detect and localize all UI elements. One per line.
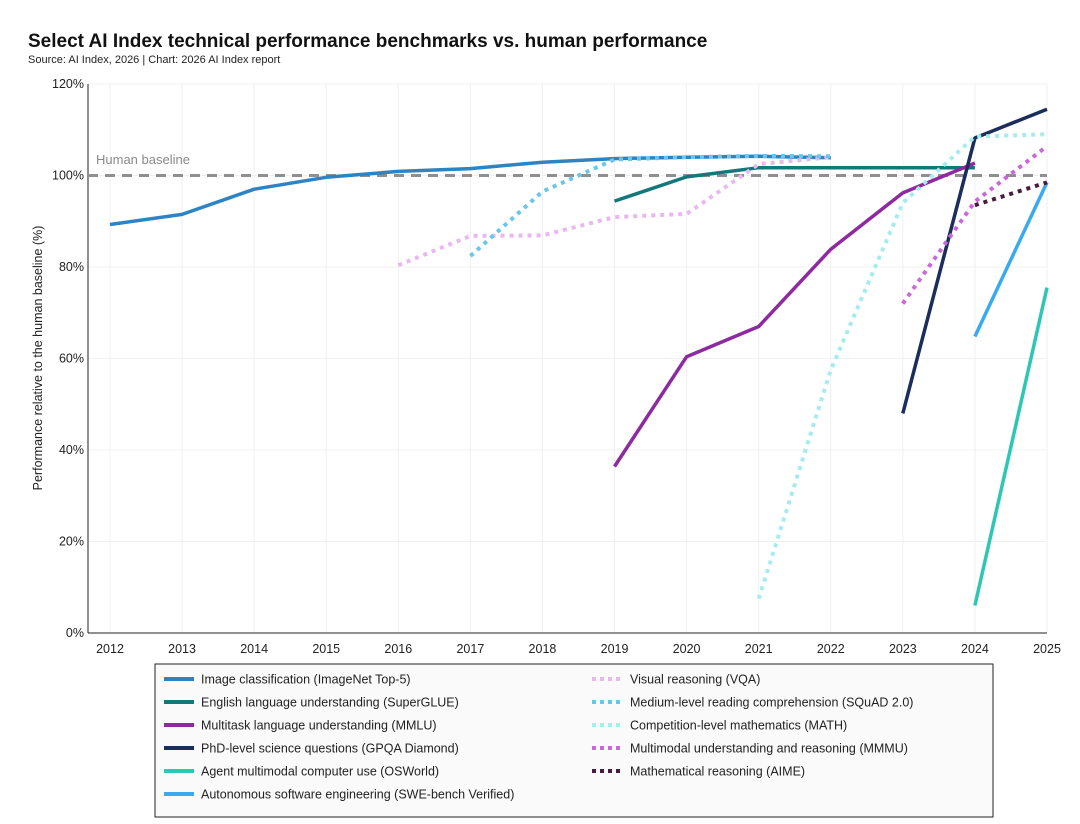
series-line: [973, 287, 1049, 606]
x-tick-label: 2023: [889, 642, 917, 656]
legend-label: Autonomous software engineering (SWE-ben…: [201, 788, 514, 802]
x-tick-label: 2015: [312, 642, 340, 656]
legend-label: Mathematical reasoning (AIME): [630, 765, 805, 779]
y-tick-label: 40%: [59, 443, 84, 457]
y-tick-label: 100%: [52, 169, 84, 183]
y-axis: 0% 20% 40% 60% 80% 100% 120%: [52, 77, 89, 640]
chart-title: Select AI Index technical performance be…: [28, 31, 707, 52]
x-tick-label: 2017: [456, 642, 484, 656]
x-tick-label: 2018: [529, 642, 557, 656]
x-tick-label: 2021: [745, 642, 773, 656]
human-baseline: Human baseline: [88, 152, 1047, 177]
y-tick-label: 120%: [52, 77, 84, 91]
x-axis: 2012 2013 2014 2015 2016 2017 2018 2019 2020 2021…: [88, 632, 1061, 656]
legend-label: Image classification (ImageNet Top-5): [201, 673, 411, 687]
series-line: [613, 165, 975, 203]
y-tick-label: 80%: [59, 260, 84, 274]
y-tick-label: 60%: [59, 352, 84, 366]
series-lines: [109, 107, 1049, 606]
legend-label: Multimodal understanding and reasoning (…: [630, 742, 908, 756]
x-tick-label: 2014: [240, 642, 268, 656]
legend-label: Medium-level reading comprehension (SQuA…: [630, 696, 913, 710]
series-line: [469, 153, 831, 258]
x-tick-label: 2024: [961, 642, 989, 656]
legend: Image classification (ImageNet Top-5) Eng…: [154, 663, 994, 818]
legend-box: [154, 663, 994, 818]
legend-label: PhD-level science questions (GPQA Diamon…: [201, 742, 459, 756]
legend-label: Competition-level mathematics (MATH): [630, 719, 847, 733]
legend-label: Multitask language understanding (MMLU): [201, 719, 437, 733]
series-line: [613, 161, 976, 468]
legend-label: English language understanding (SuperGLU…: [201, 696, 459, 710]
x-tick-label: 2012: [96, 642, 124, 656]
series-line: [756, 132, 1048, 600]
x-tick-label: 2013: [168, 642, 196, 656]
human-baseline-label: Human baseline: [96, 152, 190, 167]
chart-subtitle: Source: AI Index, 2026 | Chart: 2026 AI …: [28, 54, 280, 66]
x-tick-label: 2025: [1033, 642, 1061, 656]
y-tick-label: 20%: [59, 535, 84, 549]
legend-label: Visual reasoning (VQA): [630, 673, 760, 687]
x-tick-label: 2020: [673, 642, 701, 656]
y-axis-label: Performance relative to the human baseli…: [31, 226, 45, 491]
x-tick-label: 2016: [384, 642, 412, 656]
x-tick-label: 2019: [601, 642, 629, 656]
series-line: [973, 181, 1049, 338]
series-line: [901, 107, 1048, 414]
x-tick-label: 2022: [817, 642, 845, 656]
legend-label: Agent multimodal computer use (OSWorld): [201, 765, 439, 779]
series-line: [974, 180, 1048, 208]
y-tick-label: 0%: [66, 626, 84, 640]
